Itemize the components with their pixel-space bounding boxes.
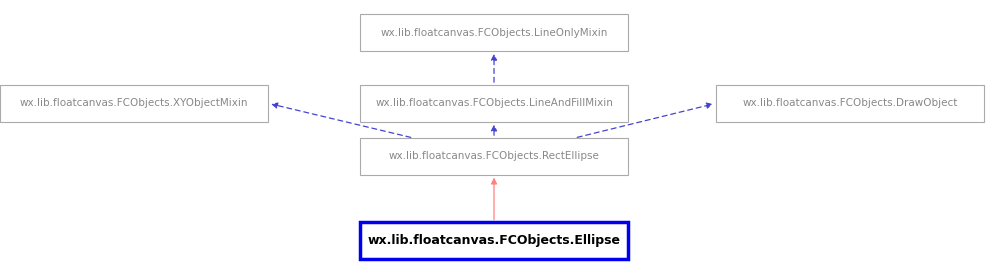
- FancyBboxPatch shape: [360, 138, 628, 175]
- Text: wx.lib.floatcanvas.FCObjects.LineAndFillMixin: wx.lib.floatcanvas.FCObjects.LineAndFill…: [375, 98, 613, 108]
- FancyBboxPatch shape: [360, 14, 628, 51]
- Text: wx.lib.floatcanvas.FCObjects.RectEllipse: wx.lib.floatcanvas.FCObjects.RectEllipse: [389, 152, 599, 161]
- FancyBboxPatch shape: [360, 85, 628, 122]
- Text: wx.lib.floatcanvas.FCObjects.LineOnlyMixin: wx.lib.floatcanvas.FCObjects.LineOnlyMix…: [381, 28, 607, 38]
- FancyBboxPatch shape: [716, 85, 984, 122]
- Text: wx.lib.floatcanvas.FCObjects.Ellipse: wx.lib.floatcanvas.FCObjects.Ellipse: [368, 234, 620, 247]
- Text: wx.lib.floatcanvas.FCObjects.DrawObject: wx.lib.floatcanvas.FCObjects.DrawObject: [743, 98, 957, 108]
- Text: wx.lib.floatcanvas.FCObjects.XYObjectMixin: wx.lib.floatcanvas.FCObjects.XYObjectMix…: [20, 98, 248, 108]
- FancyBboxPatch shape: [0, 85, 268, 122]
- FancyBboxPatch shape: [360, 222, 628, 259]
